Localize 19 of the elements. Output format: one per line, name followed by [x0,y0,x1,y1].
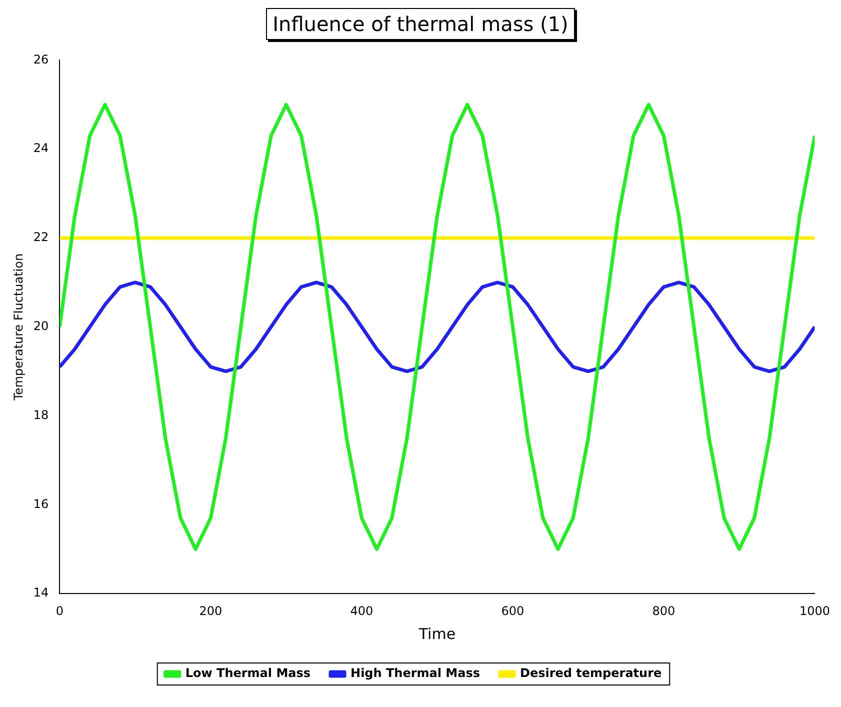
x-tick-label: 800 [652,604,676,618]
y-tick-label: 20 [33,319,49,334]
x-tick-label: 0 [56,604,64,618]
legend-label: Low Thermal Mass [185,666,311,680]
y-tick-label: 16 [33,496,49,511]
x-tick-label: 600 [501,604,524,618]
y-tick-label: 24 [33,141,49,156]
y-tick-label: 18 [33,408,49,422]
x-axis-title: Time [418,624,456,643]
y-tick-label: 22 [33,230,49,244]
x-tick-label: 200 [199,604,222,618]
x-tick-label: 400 [350,604,374,618]
y-tick-label: 26 [33,52,49,66]
y-axis-title: Temperature Fluctuation [11,253,26,402]
legend-label: Desired temperature [520,666,662,680]
chart-title: Influence of thermal mass (1) [266,8,576,40]
x-tick-label: 1000 [799,604,830,618]
legend-label: High Thermal Mass [350,666,480,680]
y-tick-label: 14 [33,586,49,600]
